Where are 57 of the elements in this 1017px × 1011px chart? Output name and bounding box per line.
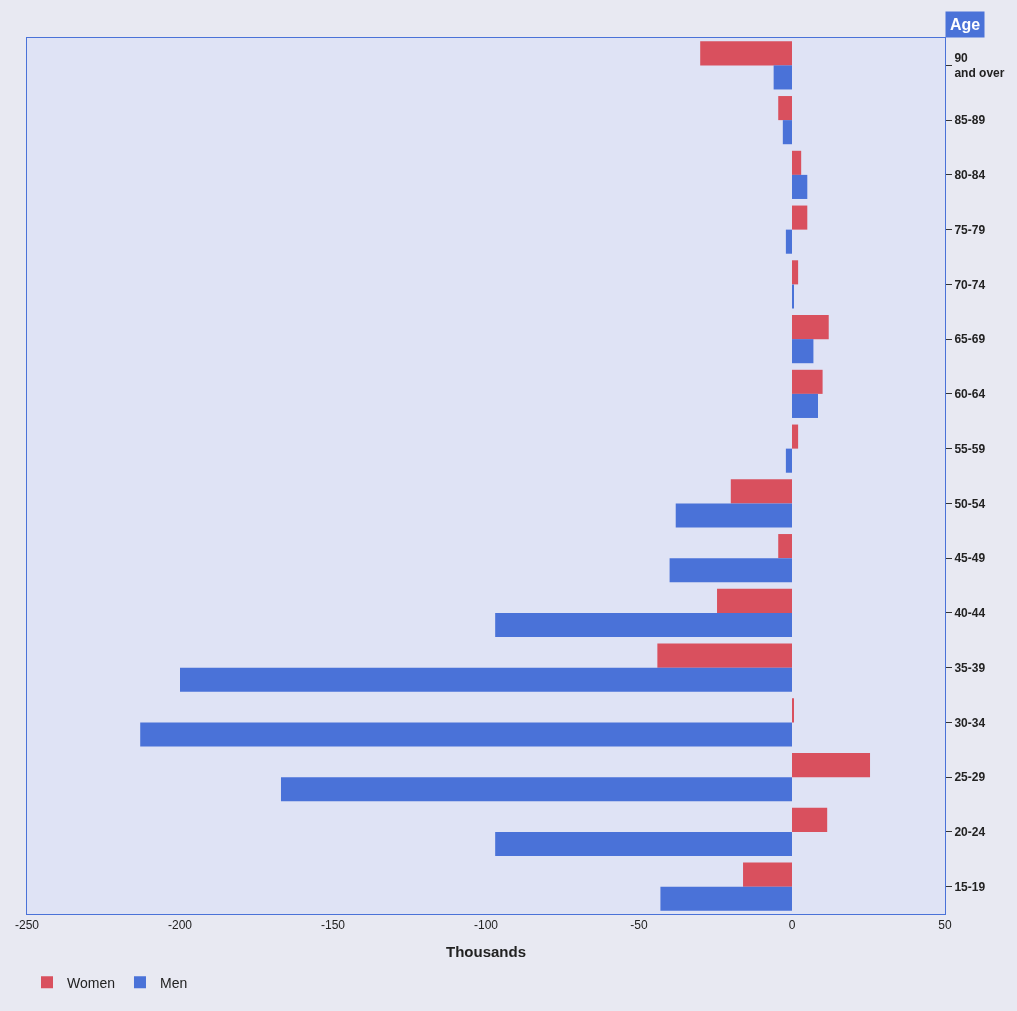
x-tick-label: -150 bbox=[320, 918, 346, 933]
x-tick-label: -50 bbox=[630, 918, 648, 933]
bar bbox=[792, 753, 871, 778]
bar bbox=[792, 424, 799, 449]
bar bbox=[792, 260, 799, 285]
bar bbox=[180, 667, 792, 692]
y-axis-title: Age bbox=[950, 16, 981, 33]
bar bbox=[792, 150, 802, 175]
y-tick-label: 85-89 bbox=[954, 113, 986, 128]
y-tick-label: 75-79 bbox=[954, 222, 986, 237]
bar bbox=[778, 534, 792, 559]
legend-label: Men bbox=[159, 974, 188, 991]
bar bbox=[782, 120, 792, 145]
y-tick-label: 45-49 bbox=[954, 551, 986, 566]
bar bbox=[495, 831, 792, 856]
bar bbox=[495, 612, 792, 637]
y-tick-label: 80-84 bbox=[954, 168, 986, 183]
x-axis-title: Thousands bbox=[445, 943, 527, 961]
bar bbox=[792, 369, 823, 394]
bar bbox=[140, 722, 792, 747]
bar bbox=[700, 41, 792, 66]
y-tick-label: 25-29 bbox=[954, 770, 986, 785]
y-tick-label: 90 and over bbox=[954, 50, 1005, 81]
x-tick-label: 50 bbox=[938, 918, 952, 933]
bar bbox=[792, 205, 808, 230]
y-tick-label: 70-74 bbox=[954, 277, 986, 292]
legend-label: Women bbox=[67, 974, 115, 991]
bar bbox=[657, 643, 792, 668]
y-tick-label: 65-69 bbox=[954, 332, 986, 347]
bar bbox=[792, 339, 814, 364]
bar bbox=[773, 65, 792, 90]
y-tick-label: 15-19 bbox=[954, 879, 986, 894]
bar bbox=[660, 886, 792, 911]
y-tick-label: 55-59 bbox=[954, 441, 986, 456]
y-tick-label: 60-64 bbox=[954, 387, 986, 402]
bar bbox=[669, 558, 792, 583]
x-tick-label: -100 bbox=[473, 918, 499, 933]
bar bbox=[675, 503, 792, 528]
x-tick-label: -200 bbox=[167, 918, 193, 933]
bar bbox=[792, 393, 819, 418]
y-tick-label: 20-24 bbox=[954, 825, 986, 840]
bar bbox=[792, 174, 808, 199]
bar bbox=[785, 448, 792, 473]
x-tick-label: 0 bbox=[788, 918, 796, 933]
bar bbox=[778, 96, 792, 121]
bar bbox=[717, 588, 792, 613]
y-tick-label: 35-39 bbox=[954, 660, 986, 675]
bar bbox=[792, 807, 828, 832]
bar bbox=[280, 777, 792, 802]
bar bbox=[785, 229, 792, 254]
bar bbox=[730, 479, 792, 504]
x-tick-label: -250 bbox=[14, 918, 40, 933]
y-tick-label: 40-44 bbox=[954, 606, 986, 621]
y-tick-label: 30-34 bbox=[954, 715, 986, 730]
bar bbox=[792, 315, 829, 340]
y-tick-label: 50-54 bbox=[954, 496, 986, 511]
bar bbox=[743, 862, 792, 887]
